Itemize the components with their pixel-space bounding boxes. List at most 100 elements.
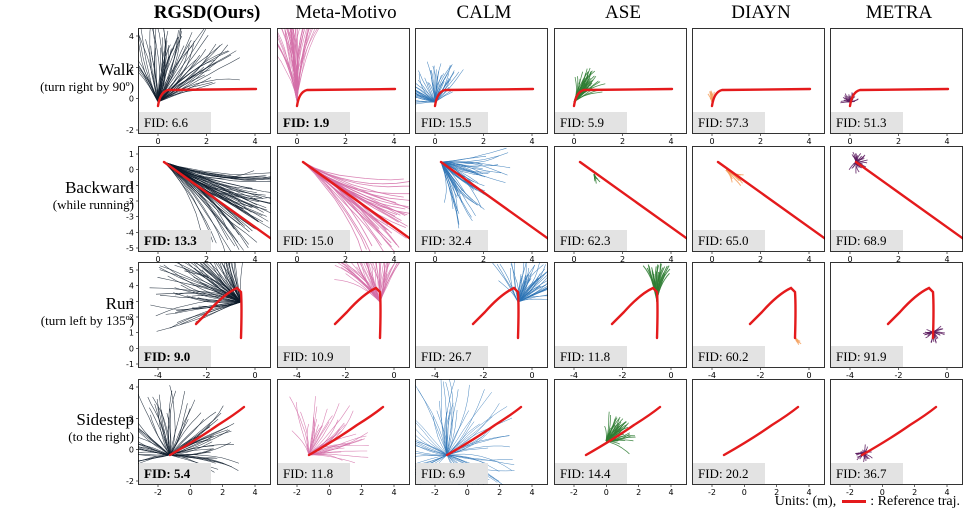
x-tick-label: 4: [668, 137, 673, 146]
x-tick-label: 0: [529, 371, 534, 380]
trajectory-line: [446, 454, 513, 461]
trajectory-line: [417, 389, 448, 456]
trajectory-line: [415, 440, 448, 456]
trajectory-line: [296, 402, 310, 456]
fid-badge: [555, 346, 627, 367]
trajectory-line: [302, 161, 407, 239]
figure-footer: Units: (m),: Reference traj.: [775, 494, 960, 510]
trajectory-line: [157, 40, 195, 103]
x-tick-label: -2: [895, 371, 903, 380]
trajectory-line: [191, 295, 242, 303]
trajectory-line: [169, 391, 186, 456]
trajectory-line: [140, 28, 159, 103]
trajectory-line: [158, 394, 171, 456]
fid-badge: [831, 463, 903, 484]
fid-score: FID: 5.9: [560, 115, 604, 130]
trajectory-line: [440, 161, 478, 206]
trajectory-line: [440, 161, 458, 212]
x-tick-label: 0: [391, 371, 396, 380]
x-tick-label: 2: [359, 488, 364, 497]
trajectory-line: [440, 161, 460, 229]
plot-panel-2-3: FID: 11.8 -4 -2 0: [554, 262, 687, 380]
fid-score: FID: 1.9: [283, 115, 330, 130]
trajectory-line: [308, 447, 345, 456]
trajectory-line: [138, 454, 171, 462]
trajectory-line: [153, 48, 159, 103]
x-tick-label: 2: [636, 488, 641, 497]
y-tick-label: 0: [129, 344, 134, 353]
x-tick-label: 4: [668, 255, 673, 264]
x-tick-label: 2: [481, 137, 486, 146]
reference-trajectory: [848, 87, 950, 108]
trajectory-line: [308, 408, 328, 456]
trajectory-line: [157, 69, 211, 103]
x-tick-label: 4: [529, 255, 534, 264]
fid-score: FID: 60.2: [698, 349, 749, 364]
x-tick-label: 4: [668, 488, 673, 497]
trajectory-line: [418, 73, 436, 103]
trajectory-line: [302, 161, 404, 181]
panel-frame: [692, 146, 825, 252]
column-header-calm: CALM: [456, 2, 512, 23]
fid-badge: [831, 346, 903, 367]
trajectory-line: [138, 64, 159, 103]
trajectory-line: [302, 161, 410, 185]
trajectory-line: [208, 262, 242, 303]
trajectory-line: [415, 93, 436, 103]
y-tick-label: 2: [129, 414, 134, 423]
y-tick-label: -1: [126, 360, 134, 369]
trajectory-line: [169, 408, 172, 456]
trajectory-line: [446, 445, 510, 456]
trajectory-line: [415, 421, 448, 456]
trajectory-line: [138, 449, 171, 456]
x-tick-label: 2: [758, 137, 763, 146]
fid-score: FID: 15.0: [283, 233, 334, 248]
trajectory-line: [925, 331, 934, 339]
panel-frame: [415, 146, 548, 252]
trajectory-line: [163, 161, 244, 251]
trajectory-line: [138, 443, 171, 456]
fid-badge: [278, 346, 350, 367]
trajectory-line: [517, 295, 548, 303]
row-title: Walk: [98, 60, 134, 79]
trajectory-line: [163, 161, 271, 199]
trajectory-line: [415, 101, 436, 105]
trajectory-line: [446, 403, 454, 455]
x-tick-label: 4: [806, 255, 811, 264]
reference-legend-label: : Reference traj.: [870, 494, 960, 509]
trajectory-line: [357, 262, 381, 303]
trajectory-line: [593, 173, 599, 180]
reference-trajectory: [610, 286, 659, 340]
fid-badge: [831, 230, 903, 251]
trajectory-line: [157, 66, 205, 103]
panel-frame: [415, 262, 548, 368]
trajectory-line: [345, 273, 381, 303]
trajectory-line: [852, 151, 857, 163]
fid-score: FID: 6.9: [421, 466, 465, 481]
x-tick-label: 0: [944, 371, 949, 380]
fid-badge: [416, 346, 488, 367]
x-tick-label: -2: [203, 371, 211, 380]
plot-panel-2-0: FID: 9.0 5 4 3 2 1 0 -1 -4 -2 0: [126, 262, 271, 380]
trajectory-line: [217, 262, 242, 303]
trajectory-line: [446, 379, 454, 456]
x-tick-label: 0: [880, 488, 885, 497]
trajectory-line: [428, 82, 436, 103]
row-title: Backward: [65, 178, 134, 197]
trajectory-line: [492, 262, 519, 303]
trajectory-line: [415, 419, 448, 456]
x-tick-label: 0: [742, 488, 747, 497]
trajectory-line: [138, 446, 171, 456]
plot-panel-0-1: FID: 1.9 0 2 4: [277, 28, 410, 146]
trajectory-line: [446, 453, 512, 471]
trajectory-line: [446, 426, 492, 456]
trajectory-line: [415, 93, 436, 103]
y-tick-label: 2: [129, 313, 134, 322]
plot-panel-2-4: FID: 60.2 -4 -2 0: [692, 262, 825, 380]
panel-frame: [692, 28, 825, 134]
x-tick-label: 2: [758, 255, 763, 264]
reference-trajectory: [194, 286, 243, 340]
trajectory-line: [163, 161, 226, 252]
trajectory-line: [138, 32, 159, 103]
trajectory-line: [446, 409, 458, 456]
